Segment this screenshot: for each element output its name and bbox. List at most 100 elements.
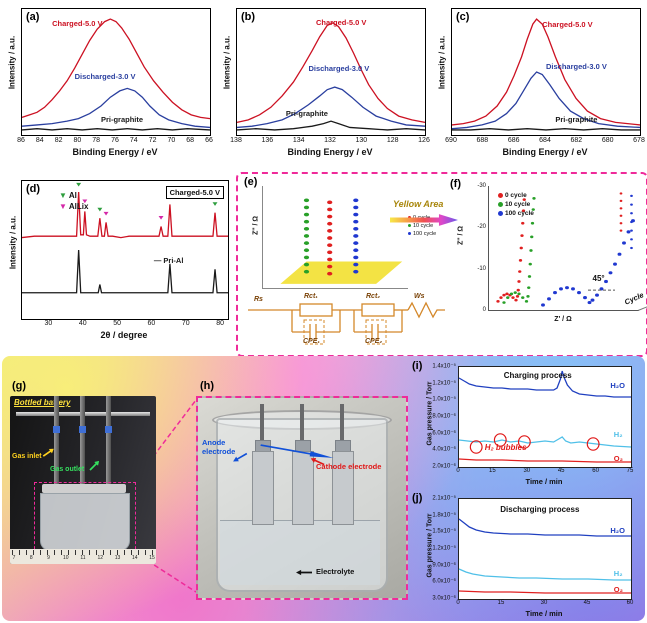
series-label: Pri-graphite bbox=[555, 114, 598, 124]
panel-i: (i) Gas pressure / Torr 1.4x10⁻⁵ 1.2x10⁻⁵… bbox=[410, 360, 643, 490]
panel-f: (f) Z'' / Ω -30 -20 -10 0 0 cycle 10 cycle … bbox=[450, 176, 647, 352]
tick-label: 60 bbox=[592, 468, 599, 474]
anode-label: Anode electrode bbox=[202, 438, 236, 456]
blue-tape-band bbox=[53, 426, 60, 433]
cpe1-label: CPE₁ bbox=[303, 338, 320, 345]
panel-h-tag: (h) bbox=[200, 380, 215, 392]
tick-label: 50 bbox=[113, 320, 122, 327]
panel-e-tag: (e) bbox=[244, 176, 258, 188]
equivalent-circuit: Rs Rct₁ Rct₂ Ws CPE₁ CPE₂ bbox=[246, 293, 448, 348]
panel-b-ylabel: Intensity / a.u. bbox=[222, 35, 232, 90]
series-label: — Pri-Al bbox=[153, 255, 184, 265]
tick-label: 134 bbox=[292, 137, 305, 144]
chart-annotation: Charging process bbox=[503, 371, 572, 380]
panel-d-tag: (d) bbox=[26, 183, 41, 195]
tick-label: 688 bbox=[476, 137, 489, 144]
gas-outlet-label: Gas outlet bbox=[50, 466, 85, 473]
tick-label: 12 bbox=[97, 555, 104, 561]
tick-label: 15 bbox=[149, 555, 155, 561]
rs-label: Rs bbox=[254, 296, 263, 303]
tick-label: 66 bbox=[205, 137, 213, 144]
panel-a-xlabel: Binding Energy / eV bbox=[72, 147, 158, 157]
panel-c-tag: (c) bbox=[456, 11, 470, 23]
chart-annotation: 45° bbox=[592, 274, 605, 284]
tick-label: 690 bbox=[445, 137, 457, 144]
tick-label: 75 bbox=[626, 468, 634, 474]
panel-e: (e) Z'' / Ω 0 cycle 10 cycle 100 cycle bbox=[242, 176, 452, 350]
tick-label: 15 bbox=[489, 468, 496, 474]
triangle-down-icon: ▼ bbox=[59, 191, 67, 200]
chart-canvas bbox=[496, 192, 635, 307]
bottled-battery-title: Bottled battery bbox=[14, 398, 71, 407]
tick-label: 74 bbox=[129, 137, 138, 144]
electrode-rod bbox=[300, 404, 304, 452]
panel-a: (a) Al 2p Intensity / a.u. Charged-5.0 V… bbox=[3, 2, 214, 168]
panel-d-legend: ▼ Al ▼ AlLix bbox=[59, 190, 88, 212]
tick-label: 30 bbox=[540, 600, 548, 606]
panel-j-tag: (j) bbox=[412, 492, 423, 504]
panel-j-plot: H₂O H₂ O₂ Discharging process bbox=[458, 498, 632, 600]
tick-label: 126 bbox=[418, 137, 430, 144]
tick-label: 72 bbox=[148, 137, 157, 144]
panel-d: (d) Intensity / a.u. ▼ Al ▼ AlLix Charge… bbox=[3, 174, 232, 352]
tick-label: 6.0x10⁻⁶ bbox=[432, 578, 456, 585]
panel-a-tag: (a) bbox=[26, 11, 40, 23]
tick-label: 82 bbox=[54, 137, 63, 144]
blue-tape-band bbox=[79, 426, 86, 433]
panel-b-xlabel: Binding Energy / eV bbox=[287, 147, 373, 157]
tick-label: 128 bbox=[386, 137, 399, 144]
chart-annotation: H₂ bubbles bbox=[484, 443, 527, 452]
tick-label: 0 bbox=[456, 600, 460, 606]
bottle-lid bbox=[42, 484, 126, 493]
cathode-label: Cathode electrode bbox=[316, 462, 382, 471]
tick-label: 30 bbox=[523, 468, 531, 474]
tick-label: 9.0x10⁻⁶ bbox=[432, 562, 456, 569]
series-label: H₂O bbox=[610, 526, 625, 535]
tick-label: 9 bbox=[47, 555, 50, 561]
panel-e-plot bbox=[262, 186, 408, 289]
legend-row: 100 cycle bbox=[498, 209, 534, 218]
blue-tape-band bbox=[105, 426, 112, 433]
series-label: O₂ bbox=[613, 585, 623, 594]
tick-label: 132 bbox=[324, 137, 336, 144]
tick-label: 680 bbox=[601, 137, 614, 144]
panel-j-xticks: 0 15 30 45 60 bbox=[456, 600, 633, 608]
series-label: Discharged-3.0 V bbox=[308, 64, 370, 74]
legend-label: 10 cycle bbox=[505, 200, 531, 208]
red-dot-icon bbox=[498, 192, 503, 198]
panel-d-xlabel: 2θ / degree bbox=[100, 330, 148, 340]
panel-b-xticks: 138 136 134 132 130 128 126 bbox=[230, 137, 430, 146]
tick-label: 40 bbox=[78, 320, 87, 327]
tick-label: 1.8x10⁻⁵ bbox=[432, 512, 456, 519]
blue-dot-icon bbox=[408, 232, 411, 236]
cpe2-label: CPE₂ bbox=[365, 338, 383, 345]
gas-outlet-arrow-icon bbox=[87, 458, 101, 472]
gas-inlet-label: Gas inlet bbox=[12, 453, 42, 460]
tick-label: 1.2x10⁻⁵ bbox=[432, 545, 456, 552]
tick-label: 14 bbox=[131, 555, 138, 561]
panel-a-plot: Charged-5.0 V Discharged-3.0 V Pri-graphit… bbox=[21, 8, 211, 136]
legend-row-allix: ▼ AlLix bbox=[59, 201, 88, 212]
tick-label: 76 bbox=[111, 137, 119, 144]
tick-label: 130 bbox=[355, 137, 368, 144]
ruler-numbers: 7 8 9 10 11 12 13 14 15 bbox=[13, 555, 155, 563]
series-label: Charged-5.0 V bbox=[52, 19, 103, 29]
legend-label: 100 cycle bbox=[413, 231, 437, 237]
cell-zoom-photo: Anode electrode Cathode electrode Electr… bbox=[196, 396, 408, 600]
panel-b: (b) P 2p Intensity / a.u. Charged-5.0 VD… bbox=[218, 2, 430, 168]
tick-label: 8 bbox=[29, 555, 33, 561]
ruler-ticks bbox=[12, 550, 154, 555]
panel-c-ylabel: Intensity / a.u. bbox=[437, 35, 447, 90]
series-label: H₂O bbox=[610, 381, 625, 390]
tick-label: 684 bbox=[539, 137, 551, 144]
tick-label: 3.0x10⁻⁶ bbox=[432, 595, 456, 602]
tick-label: 686 bbox=[507, 137, 520, 144]
tick-label: 682 bbox=[570, 137, 583, 144]
chart-canvas bbox=[22, 9, 210, 135]
anode-plate bbox=[252, 451, 274, 525]
tick-label: 68 bbox=[186, 137, 195, 144]
legend-allix-label: AlLix bbox=[68, 202, 89, 211]
electrolyte-liquid bbox=[220, 520, 380, 585]
tick-label: 45 bbox=[583, 600, 591, 606]
series-label: O₂ bbox=[613, 454, 623, 463]
